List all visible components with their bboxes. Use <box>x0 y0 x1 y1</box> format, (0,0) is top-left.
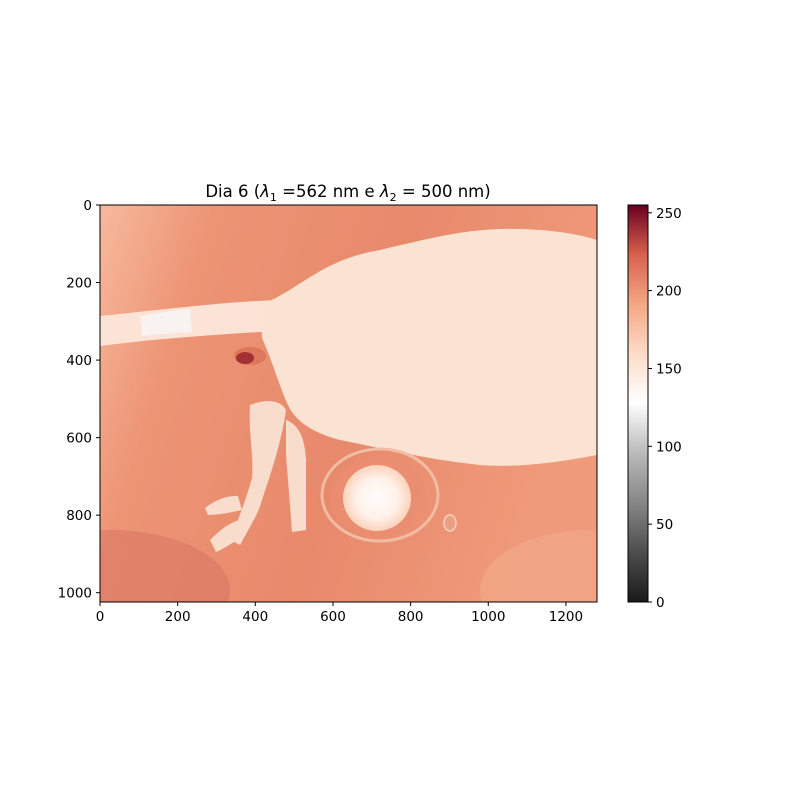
x-tick-label: 1200 <box>549 609 583 625</box>
colorbar-tick-label: 50 <box>656 517 673 533</box>
animal-body <box>260 228 597 466</box>
colorbar-tick-label: 200 <box>656 284 682 300</box>
animal-hind-leg <box>286 420 306 532</box>
x-tick-label: 0 <box>96 609 105 625</box>
animal-front-paw-2 <box>210 520 246 552</box>
x-tick-label: 200 <box>165 609 191 625</box>
animal-front-leg <box>230 401 286 545</box>
y-tick-label: 200 <box>66 276 92 292</box>
y-tick-label: 800 <box>66 508 92 524</box>
y-axis-ticks: 0 200 400 600 800 1000 <box>58 198 100 602</box>
dark-spot-halo <box>234 347 266 365</box>
chart-title: Dia 6 (λ1 =562 nm e λ2 = 500 nm) <box>205 182 490 204</box>
colorbar-tick-label: 150 <box>656 361 682 377</box>
tail-bright-band <box>140 309 192 336</box>
x-tick-label: 400 <box>242 609 268 625</box>
dark-spot <box>236 352 254 364</box>
background-dark-corner <box>100 530 230 602</box>
colorbar-tick-label: 250 <box>656 206 682 222</box>
x-axis-ticks: 0 200 400 600 800 1000 1200 <box>96 602 583 625</box>
background-light-corner <box>480 530 597 602</box>
bead-outer-ring <box>320 447 440 543</box>
colorbar <box>627 204 649 603</box>
colorbar-tick-label: 100 <box>656 439 682 455</box>
bead-core <box>343 465 411 531</box>
y-tick-label: 400 <box>66 353 92 369</box>
y-tick-label: 1000 <box>58 586 92 602</box>
animal-front-paw <box>205 495 242 515</box>
x-tick-label: 600 <box>320 609 346 625</box>
y-tick-label: 0 <box>83 198 92 214</box>
y-tick-label: 600 <box>66 431 92 447</box>
plot-frame <box>99 204 598 603</box>
bead-small-mark <box>443 514 457 532</box>
colorbar-tick-label: 0 <box>656 595 665 611</box>
heatmap-image <box>100 205 597 602</box>
x-tick-label: 1000 <box>471 609 505 625</box>
x-tick-label: 800 <box>398 609 424 625</box>
colorbar-ticks: 0 50 100 150 200 250 <box>648 206 682 611</box>
